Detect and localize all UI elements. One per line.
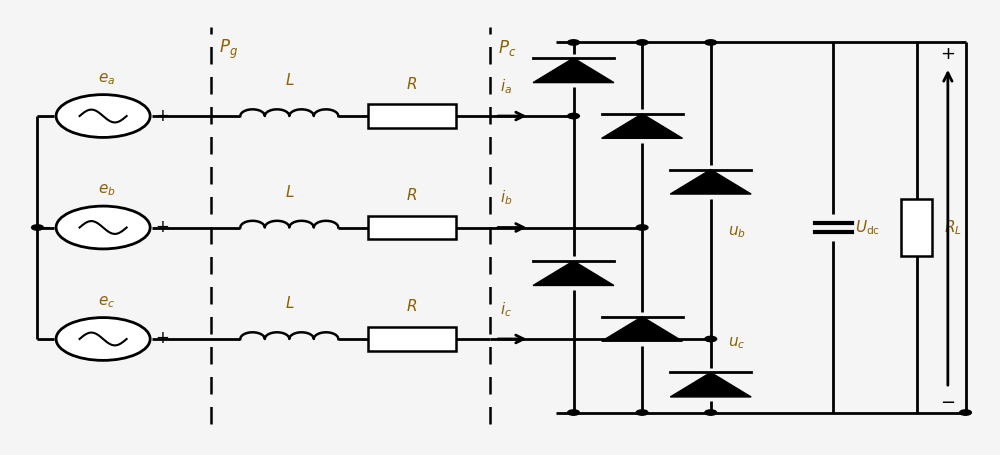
- Circle shape: [56, 318, 150, 360]
- Text: $-$: $-$: [37, 330, 51, 348]
- Bar: [368, 328, 456, 350]
- Polygon shape: [602, 317, 683, 341]
- Text: $e_a$: $e_a$: [98, 71, 116, 86]
- Text: $e_c$: $e_c$: [98, 294, 116, 309]
- Text: $i_c$: $i_c$: [500, 300, 512, 319]
- Text: $R_L$: $R_L$: [944, 218, 962, 237]
- Text: $+$: $+$: [155, 330, 169, 348]
- Polygon shape: [602, 114, 683, 138]
- Text: $-$: $-$: [940, 392, 955, 410]
- Text: $R$: $R$: [406, 76, 417, 91]
- Text: $R$: $R$: [406, 187, 417, 203]
- Text: $U_{\mathrm{dc}}$: $U_{\mathrm{dc}}$: [855, 218, 880, 237]
- Circle shape: [705, 410, 717, 415]
- Text: $L$: $L$: [285, 184, 294, 200]
- Text: $+$: $+$: [155, 219, 169, 236]
- Text: $-$: $-$: [37, 219, 51, 236]
- Circle shape: [960, 410, 971, 415]
- Bar: [368, 216, 456, 239]
- Text: $P_g$: $P_g$: [219, 38, 238, 61]
- Text: $i_a$: $i_a$: [500, 77, 512, 96]
- Bar: [901, 198, 932, 257]
- Circle shape: [636, 40, 648, 45]
- Circle shape: [705, 336, 717, 342]
- Polygon shape: [533, 261, 614, 285]
- Text: $P_c$: $P_c$: [498, 38, 516, 58]
- Circle shape: [636, 225, 648, 230]
- Circle shape: [568, 40, 579, 45]
- Circle shape: [32, 225, 43, 230]
- Circle shape: [705, 40, 717, 45]
- Text: $u_c$: $u_c$: [728, 336, 746, 351]
- Text: $R$: $R$: [406, 298, 417, 314]
- Text: $+$: $+$: [940, 45, 955, 63]
- Circle shape: [636, 410, 648, 415]
- Circle shape: [568, 113, 579, 119]
- Text: $e_b$: $e_b$: [98, 182, 116, 198]
- Polygon shape: [533, 58, 614, 83]
- Circle shape: [56, 206, 150, 249]
- Circle shape: [56, 95, 150, 137]
- Text: $+$: $+$: [155, 107, 169, 125]
- Text: $-$: $-$: [37, 107, 51, 125]
- Text: $L$: $L$: [285, 295, 294, 311]
- Text: $L$: $L$: [285, 72, 294, 88]
- Polygon shape: [670, 372, 751, 397]
- Text: $i_b$: $i_b$: [500, 189, 512, 207]
- Text: $u_b$: $u_b$: [728, 224, 746, 240]
- Bar: [368, 105, 456, 127]
- Polygon shape: [670, 170, 751, 194]
- Circle shape: [568, 410, 579, 415]
